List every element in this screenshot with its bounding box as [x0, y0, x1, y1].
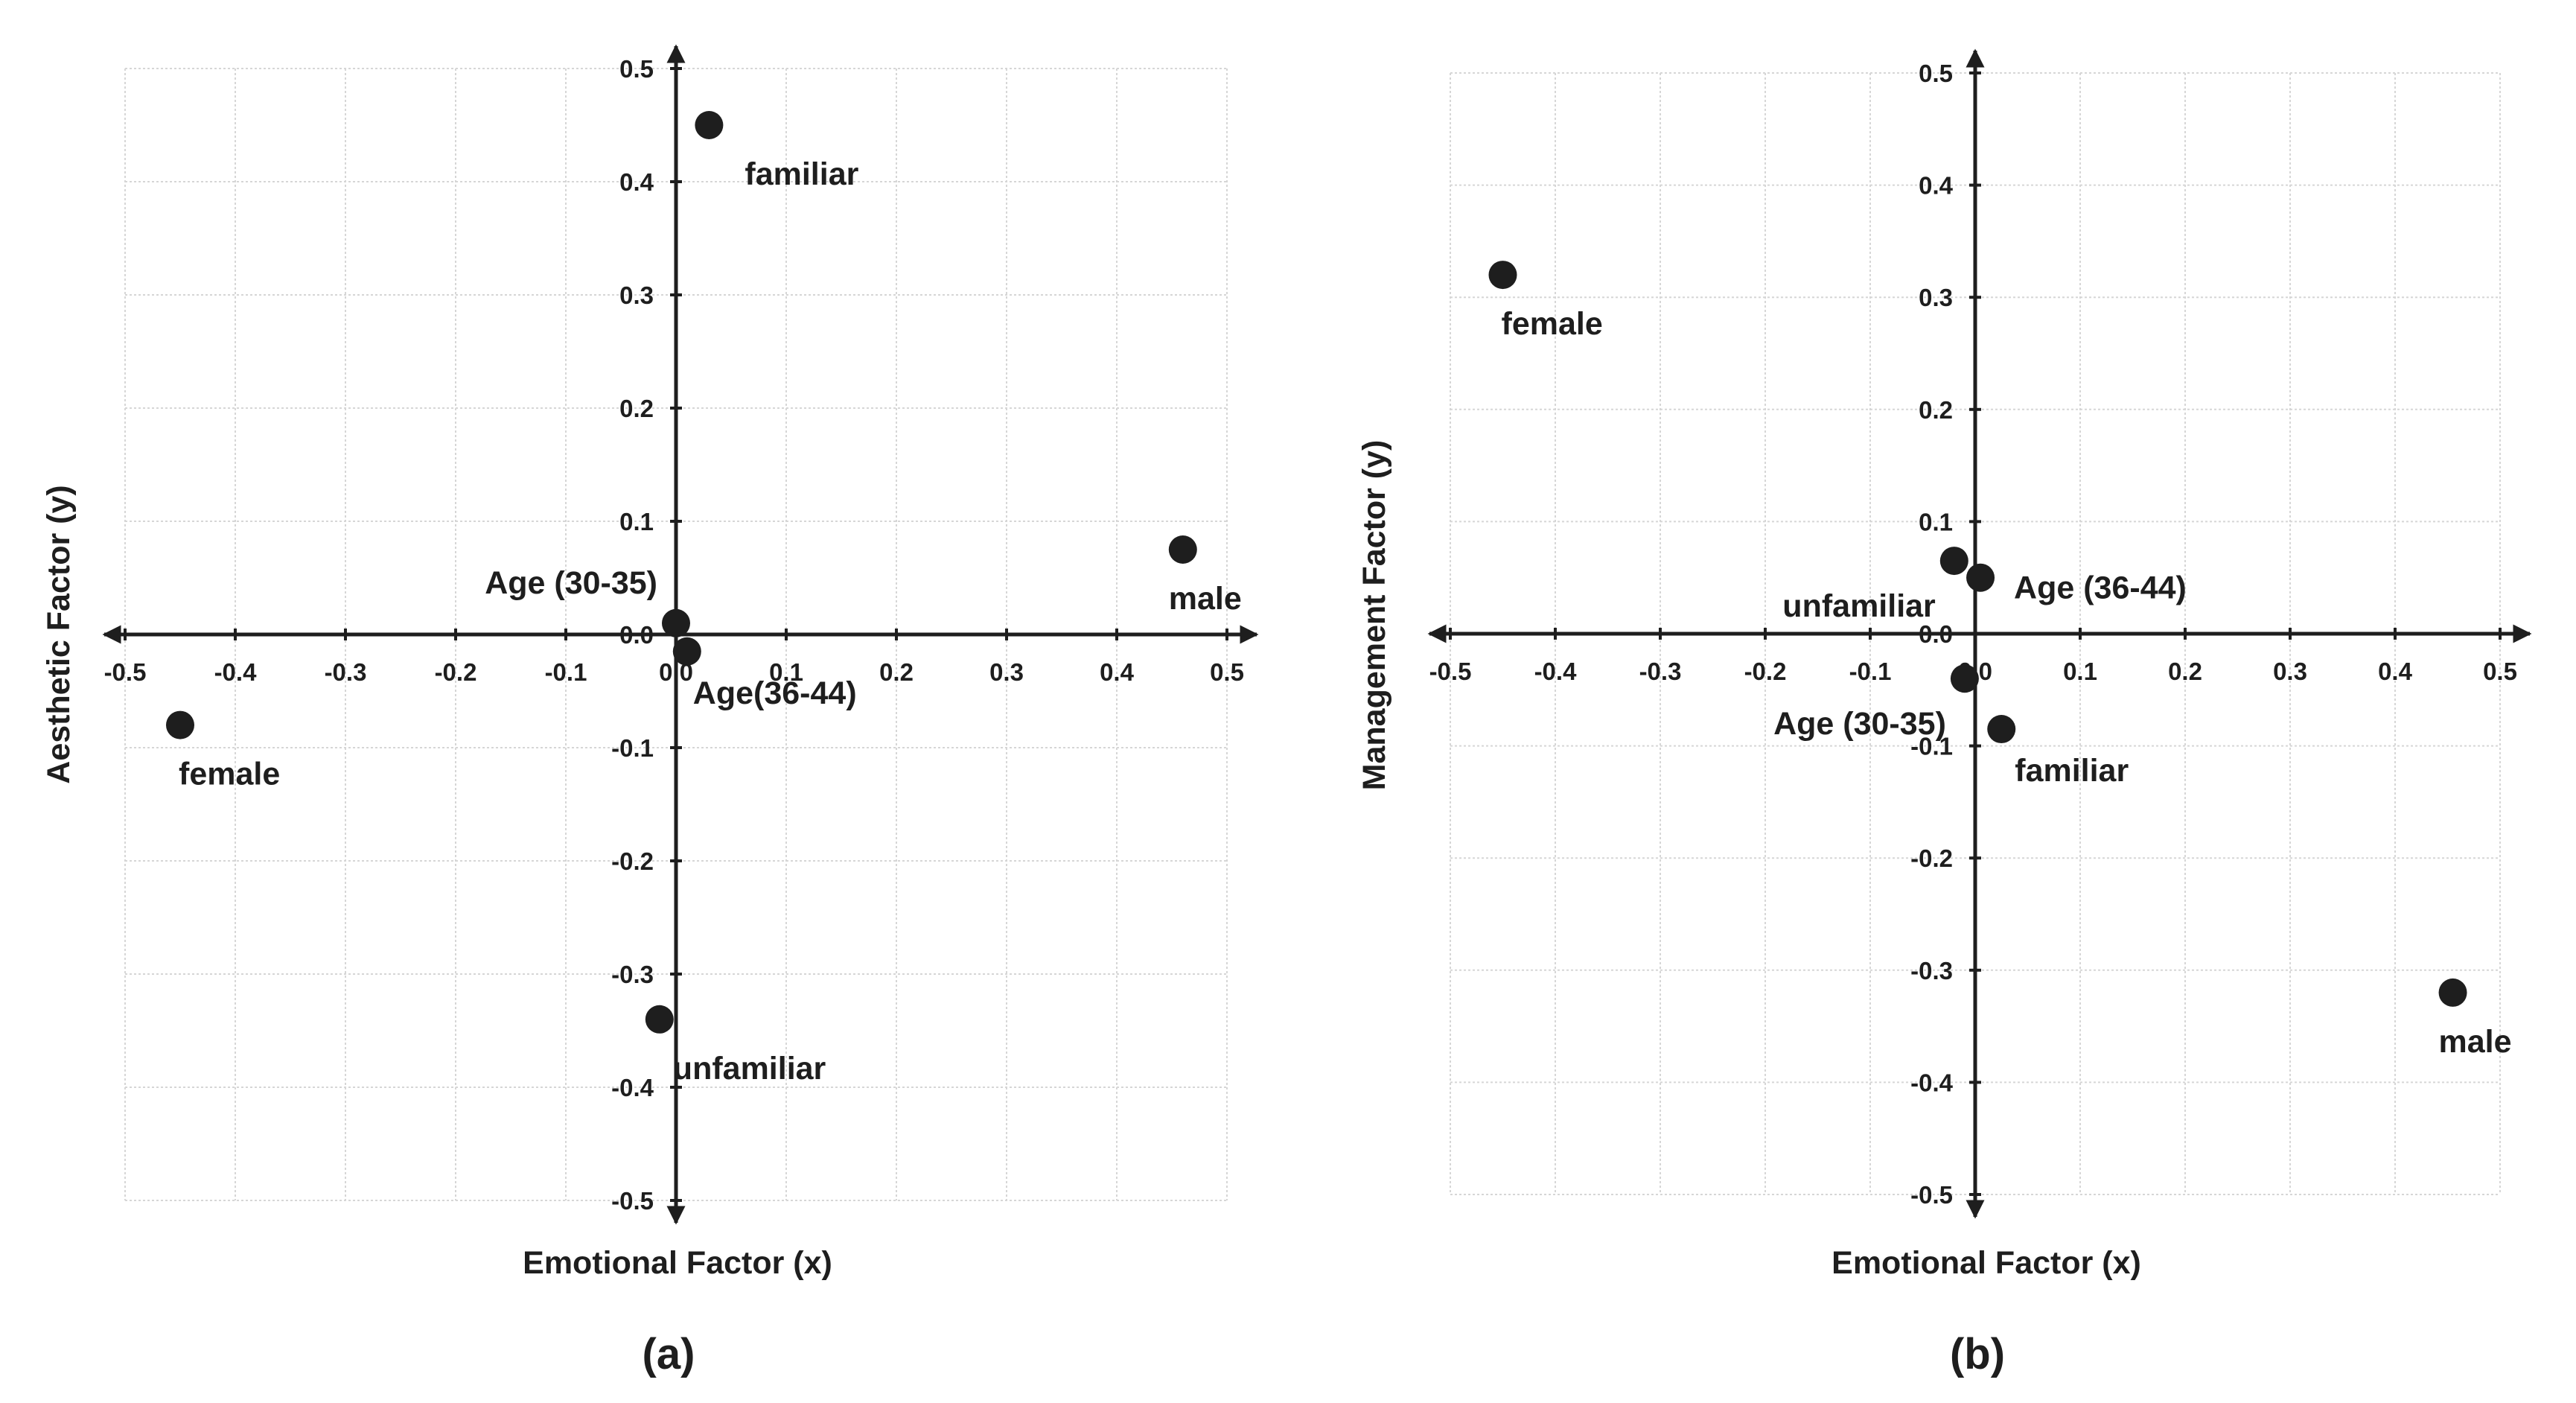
y-tick-label: 0.0 — [1919, 620, 1953, 648]
data-point — [672, 637, 701, 666]
y-tick-label: -0.4 — [1910, 1069, 1954, 1096]
x-axis-label-b: Emotional Factor (x) — [1831, 1245, 2141, 1281]
x-tick-label: 0.5 — [1210, 658, 1244, 686]
data-point — [1987, 715, 2016, 744]
data-point — [1939, 547, 1968, 576]
y-tick-label: 0.4 — [619, 168, 654, 196]
y-tick-label: -0.3 — [1910, 957, 1953, 984]
y-tick-label: 0.5 — [619, 55, 654, 83]
chart-panel-b: -0.5 -0.4 -0.3 -0.2 -0.1 0.0 0.1 0.2 0.3 0.4 0.5 -… — [1356, 48, 2532, 1378]
x-tick-label: -0.5 — [1429, 658, 1472, 685]
panel-label-b: (b) — [1950, 1330, 2005, 1378]
y-tick-label: 0.2 — [1919, 396, 1953, 424]
data-point-label: male — [2439, 1024, 2512, 1060]
y-tick-label: 0.5 — [1919, 60, 1953, 87]
x-tick-label: 0.1 — [2063, 658, 2097, 685]
panel-label-a: (a) — [643, 1330, 695, 1378]
y-tick-label: -0.5 — [611, 1187, 654, 1215]
y-tick-label: 0.1 — [1919, 508, 1953, 535]
x-axis-label-a: Emotional Factor (x) — [523, 1245, 832, 1281]
y-tick-labels-b: -0.5 -0.4 -0.3 -0.2 -0.1 0.0 0.1 0.2 0.3 0.4 0.5 — [1910, 60, 1954, 1209]
y-tick-label: 0.3 — [619, 281, 654, 309]
data-point — [1966, 563, 1995, 592]
y-tick-label: -0.2 — [1910, 844, 1953, 872]
x-tick-label: 0.3 — [989, 658, 1024, 686]
axes-b — [1427, 48, 2532, 1219]
x-tick-label: 0.4 — [2378, 658, 2413, 685]
y-axis-label-b: Management Factor (y) — [1356, 440, 1392, 791]
x-tick-label: 0.2 — [879, 658, 914, 686]
data-point-label: Age (36-44) — [2014, 570, 2187, 606]
y-tick-label: 0.0 — [619, 621, 654, 649]
data-point-label: familiar — [745, 156, 858, 192]
x-tick-label: -0.5 — [104, 658, 147, 686]
data-point — [1168, 535, 1197, 564]
y-tick-label: -0.1 — [1910, 733, 1953, 760]
y-tick-label: 0.4 — [1919, 172, 1954, 200]
x-tick-label: -0.1 — [545, 658, 587, 686]
points-b: female unfamiliar Age (36-44) Age (30-35) fa… — [1488, 261, 2512, 1060]
x-tick-label: 0.4 — [1100, 658, 1135, 686]
x-tick-label: 0.3 — [2273, 658, 2307, 685]
data-point — [1488, 261, 1517, 290]
x-tick-label: -0.1 — [1849, 658, 1892, 685]
data-point-label: familiar — [2015, 753, 2129, 789]
y-tick-label: -0.4 — [611, 1074, 654, 1101]
y-tick-label: -0.2 — [611, 847, 654, 875]
y-axis-label-a: Aesthetic Factor (y) — [41, 485, 77, 783]
data-point-label: male — [1169, 581, 1242, 617]
x-tick-label: -0.4 — [1534, 658, 1578, 685]
data-point-label: Age (30-35) — [485, 565, 657, 601]
y-tick-labels-a: -0.5 -0.4 -0.3 -0.2 -0.1 0.0 0.1 0.2 0.3 0.4 0.5 — [611, 55, 654, 1215]
x-tick-label: -0.3 — [1639, 658, 1682, 685]
data-point-label: unfamiliar — [673, 1051, 826, 1087]
y-tick-label: 0.3 — [1919, 284, 1953, 311]
chart-panel-a: -0.5 -0.4 -0.3 -0.2 -0.1 0.0 0.1 0.2 0.3 0.4 0.5 -… — [41, 44, 1259, 1378]
data-point — [1950, 664, 1979, 693]
data-point-label: female — [179, 757, 280, 792]
data-point — [662, 608, 690, 637]
x-tick-label: 0.1 — [769, 658, 803, 686]
data-point-label: Age (30-35) — [1773, 706, 1946, 742]
x-tick-label: 0.2 — [2168, 658, 2202, 685]
points-a: familiar male Age (30-35) Age(36-44) female u… — [166, 111, 1242, 1087]
data-point — [2438, 978, 2467, 1007]
x-tick-label: -0.2 — [435, 658, 477, 686]
data-point-label: female — [1502, 306, 1603, 342]
x-tick-label: 0.5 — [2483, 658, 2517, 685]
y-tick-label: 0.1 — [619, 508, 654, 535]
data-point-label: Age(36-44) — [693, 675, 857, 711]
x-tick-label: -0.2 — [1744, 658, 1787, 685]
data-point — [695, 111, 724, 139]
data-point-label: unfamiliar — [1782, 588, 1936, 624]
y-tick-label: -0.5 — [1910, 1181, 1953, 1209]
data-point — [166, 710, 194, 739]
x-tick-label: -0.4 — [214, 658, 258, 686]
data-point — [645, 1005, 674, 1034]
x-tick-labels-a: -0.5 -0.4 -0.3 -0.2 -0.1 0.0 0.1 0.2 0.3 0.4 0.5 — [104, 658, 1244, 686]
x-tick-label: -0.3 — [325, 658, 367, 686]
y-tick-label: -0.3 — [611, 961, 654, 988]
x-tick-labels-b: -0.5-0.4-0.3-0.2-0.10.00.10.20.30.40.5 — [1429, 658, 2517, 685]
y-tick-label: 0.2 — [619, 395, 654, 422]
y-tick-label: -0.1 — [611, 734, 654, 762]
